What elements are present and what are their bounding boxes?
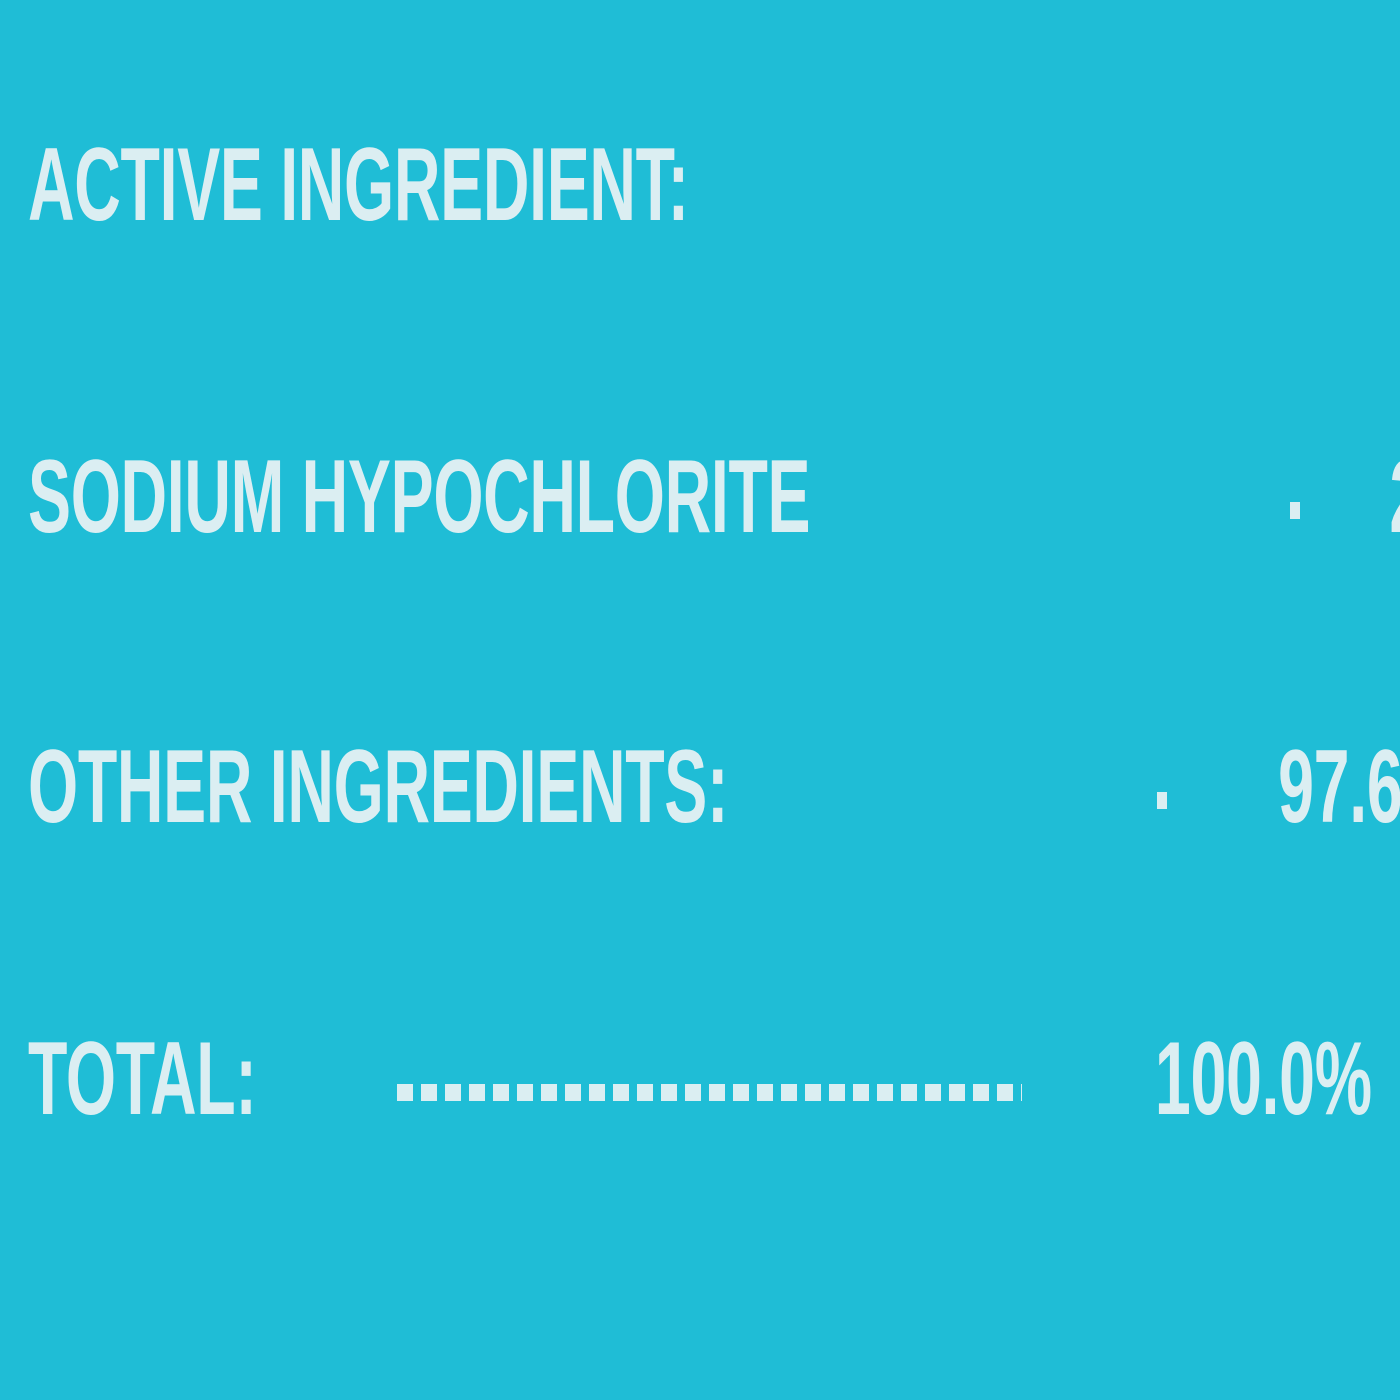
ingredient-row-other-ingredients: OTHER INGREDIENTS: 97.6% xyxy=(28,718,1400,845)
ingredient-row-total: TOTAL: 100.0% xyxy=(28,1010,1372,1131)
ingredient-name: TOTAL: xyxy=(28,1021,257,1137)
heading-text: ACTIVE INGREDIENT: xyxy=(28,127,689,243)
ingredient-row-sodium-hypochlorite: SODIUM HYPOCHLORITE 2.4% xyxy=(28,428,1400,555)
ingredient-percent: 2.4% xyxy=(1389,445,1400,549)
ingredient-name: SODIUM HYPOCHLORITE xyxy=(28,439,811,555)
leader-dots xyxy=(1157,718,1168,822)
ingredient-percent: 97.6% xyxy=(1278,729,1400,845)
leader-dots xyxy=(1289,428,1300,532)
ingredient-percent: 100.0% xyxy=(1155,1021,1372,1137)
active-ingredient-heading: ACTIVE INGREDIENT: xyxy=(28,133,1372,237)
leader-dots xyxy=(396,1010,1023,1114)
ingredient-name: OTHER INGREDIENTS: xyxy=(28,729,729,845)
